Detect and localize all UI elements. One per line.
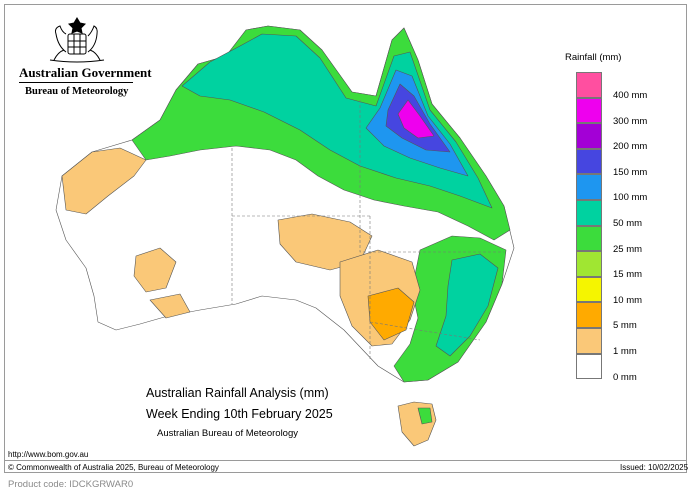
legend-label: 150 mm (613, 166, 648, 178)
legend-title: Rainfall (mm) (565, 52, 622, 63)
legend-swatch (576, 276, 602, 303)
legend-colorbar (576, 72, 602, 380)
legend-swatch (576, 72, 602, 98)
border-nsw-vic (369, 321, 481, 341)
government-title: Australian Government (19, 65, 152, 80)
footer-divider (4, 460, 687, 461)
legend-swatch (576, 97, 602, 124)
legend-swatch (576, 148, 602, 175)
coat-of-arms-emblem (49, 17, 105, 63)
border-qld (359, 100, 504, 253)
rain-zone-sw-1mm (149, 293, 191, 319)
bureau-title: Bureau of Meteorology (25, 86, 129, 97)
bom-url-link[interactable]: http://www.bom.gov.au (8, 450, 89, 459)
legend-label: 50 mm (613, 218, 643, 229)
legend-swatch (576, 251, 602, 277)
legend-swatch (576, 327, 602, 354)
legend-label: 10 mm (613, 294, 643, 306)
rain-zone-300mm (397, 99, 435, 139)
product-code: Product code: IDCKGRWAR0 (8, 479, 134, 490)
copyright-text: © Commonwealth of Australia 2025, Bureau… (8, 463, 219, 472)
legend-label: 1 mm (613, 346, 637, 357)
legend-swatch (576, 302, 602, 328)
map-title: Australian Rainfall Analysis (mm) (146, 386, 329, 400)
legend-label: 0 mm (613, 371, 637, 383)
rain-zone-west-5mm (61, 147, 147, 215)
legend-label: 25 mm (613, 243, 643, 255)
header-divider (19, 82, 133, 83)
issued-date: Issued: 10/02/2025 (620, 463, 689, 472)
tasmania-25mm (417, 407, 433, 425)
legend-swatch (576, 225, 602, 252)
legend-label: 300 mm (613, 115, 648, 127)
legend-swatch (576, 174, 602, 200)
legend-swatch (576, 123, 602, 149)
rain-zone-north-100mm (181, 33, 493, 209)
legend-swatch (576, 199, 602, 226)
legend-label: 200 mm (613, 141, 648, 153)
rain-zone-east-coast-100mm (435, 253, 499, 357)
legend-label: 15 mm (613, 269, 643, 281)
legend-label: 5 mm (613, 320, 637, 332)
rain-zone-inland-1mm (133, 247, 177, 293)
legend-swatch (576, 353, 602, 380)
map-agency: Australian Bureau of Meteorology (157, 428, 298, 439)
legend-label: 100 mm (613, 192, 648, 204)
map-subtitle: Week Ending 10th February 2025 (146, 407, 333, 421)
legend-label: 400 mm (613, 90, 648, 101)
